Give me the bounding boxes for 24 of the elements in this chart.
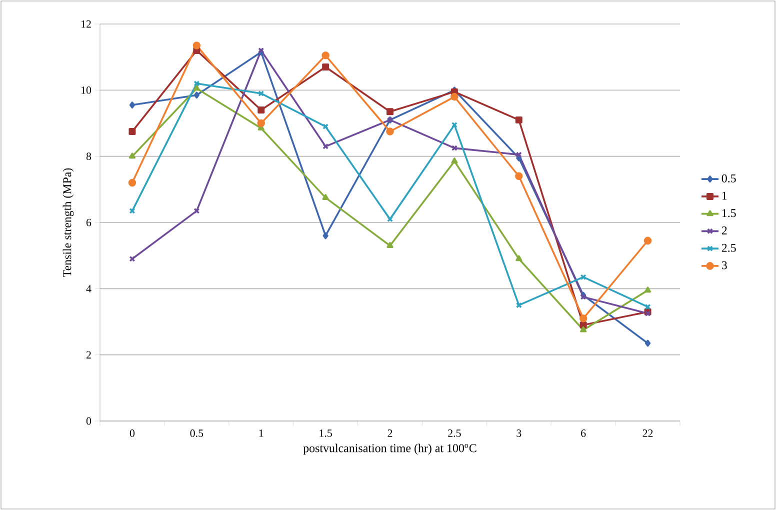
x-axis-title: postvulcanisation time (hr) at 100$^{o}$C (303, 444, 476, 455)
y-tick-label: 2 (86, 351, 91, 358)
legend-label: 3 (722, 261, 727, 270)
legend-label: 2 (722, 226, 727, 234)
x-tick-label: 2 (388, 430, 392, 437)
x-tick-label: 1 (259, 430, 264, 437)
legend-label: 2.5 (722, 244, 736, 252)
x-tick-label: 6 (581, 430, 586, 437)
x-tick-label: 3 (516, 430, 522, 437)
x-tick-label: 0.5 (190, 430, 204, 437)
y-tick-label: 0 (86, 417, 92, 425)
x-tick-label: 2.5 (448, 430, 461, 437)
x-tick-label: 22 (642, 430, 653, 437)
y-tick-label: 10 (81, 86, 92, 94)
y-tick-label: 6 (86, 218, 92, 226)
x-tick-label: 1.5 (320, 430, 332, 437)
legend-label: 0.5 (722, 174, 736, 182)
y-tick-label: 8 (86, 152, 92, 160)
legend-label: 1 (722, 192, 727, 200)
y-tick-label: 12 (81, 20, 91, 28)
x-tick-label: 0 (130, 430, 135, 437)
y-tick-label: 4 (86, 285, 92, 292)
legend-label: 1.5 (722, 209, 736, 218)
y-axis-title: Tensile strength (MPa) (62, 168, 74, 277)
